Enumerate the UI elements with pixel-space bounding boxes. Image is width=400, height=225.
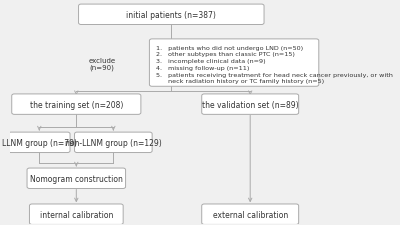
Text: LLNM group (n=79): LLNM group (n=79) [2, 138, 77, 147]
FancyBboxPatch shape [202, 94, 299, 115]
Text: neck radiation history or TC family history (n=5): neck radiation history or TC family hist… [156, 79, 324, 84]
FancyBboxPatch shape [12, 94, 141, 115]
FancyBboxPatch shape [202, 204, 299, 224]
Text: 4.   missing follow-up (n=11): 4. missing follow-up (n=11) [156, 66, 249, 71]
Text: the training set (n=208): the training set (n=208) [30, 100, 123, 109]
FancyBboxPatch shape [150, 40, 319, 87]
Text: internal calibration: internal calibration [40, 210, 113, 219]
Text: exclude
(n=90): exclude (n=90) [88, 58, 116, 71]
FancyBboxPatch shape [74, 133, 152, 153]
Text: non-LLNM group (n=129): non-LLNM group (n=129) [65, 138, 162, 147]
FancyBboxPatch shape [27, 168, 126, 189]
Text: the validation set (n=89): the validation set (n=89) [202, 100, 298, 109]
Text: 2.   other subtypes than classic PTC (n=15): 2. other subtypes than classic PTC (n=15… [156, 52, 295, 57]
Text: Nomogram construction: Nomogram construction [30, 174, 123, 183]
Text: 1.   patients who did not undergo LND (n=50): 1. patients who did not undergo LND (n=5… [156, 45, 303, 50]
Text: 5.   patients receiving treatment for head neck cancer previously, or with: 5. patients receiving treatment for head… [156, 72, 393, 77]
Text: 3.   incomplete clinical data (n=9): 3. incomplete clinical data (n=9) [156, 59, 266, 64]
FancyBboxPatch shape [30, 204, 123, 224]
FancyBboxPatch shape [8, 133, 70, 153]
Text: initial patients (n=387): initial patients (n=387) [126, 11, 216, 20]
FancyBboxPatch shape [78, 5, 264, 25]
Text: external calibration: external calibration [212, 210, 288, 219]
